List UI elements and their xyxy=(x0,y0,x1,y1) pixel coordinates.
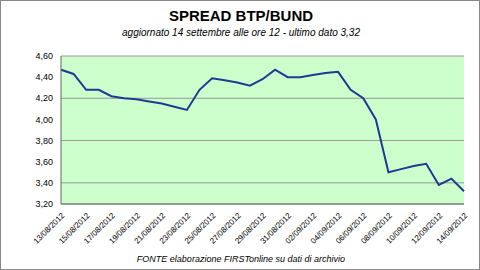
svg-text:4,00: 4,00 xyxy=(35,115,53,125)
svg-text:21/08/2012: 21/08/2012 xyxy=(132,211,168,246)
svg-text:15/08/2012: 15/08/2012 xyxy=(56,211,92,246)
svg-text:13/08/2012: 13/08/2012 xyxy=(31,211,67,246)
svg-text:14/09/2012: 14/09/2012 xyxy=(435,211,470,246)
svg-text:25/08/2012: 25/08/2012 xyxy=(182,211,218,246)
svg-text:3,80: 3,80 xyxy=(35,136,53,146)
svg-text:12/09/2012: 12/09/2012 xyxy=(409,211,445,246)
svg-text:17/08/2012: 17/08/2012 xyxy=(82,211,117,246)
html-text:FONTE elaborazione FIRSTonline: FONTE elaborazione FIRSTonline su dati d… xyxy=(136,254,346,264)
svg-text:23/08/2012: 23/08/2012 xyxy=(157,211,193,246)
svg-text:4,20: 4,20 xyxy=(35,93,53,103)
svg-text:27/08/2012: 27/08/2012 xyxy=(208,211,243,246)
svg-text:4,40: 4,40 xyxy=(35,72,53,82)
svg-text:06/09/2012: 06/09/2012 xyxy=(334,211,369,246)
svg-text:02/09/2012: 02/09/2012 xyxy=(283,211,319,246)
svg-text:19/08/2012: 19/08/2012 xyxy=(107,211,142,246)
svg-text:10/09/2012: 10/09/2012 xyxy=(384,211,420,246)
html-text:SPREAD BTP/BUND: SPREAD BTP/BUND xyxy=(168,7,314,24)
svg-text:4,60: 4,60 xyxy=(35,51,53,61)
svg-text:08/09/2012: 08/09/2012 xyxy=(359,211,394,246)
svg-text:29/08/2012: 29/08/2012 xyxy=(233,211,268,246)
svg-text:04/09/2012: 04/09/2012 xyxy=(308,211,344,246)
svg-text:3,20: 3,20 xyxy=(35,199,53,209)
svg-text:31/08/2012: 31/08/2012 xyxy=(258,211,294,246)
svg-text:3,40: 3,40 xyxy=(35,178,53,188)
html-text:aggiornato 14 settembre alle o: aggiornato 14 settembre alle ore 12 - ul… xyxy=(122,27,360,38)
svg-text:3,60: 3,60 xyxy=(35,157,53,167)
